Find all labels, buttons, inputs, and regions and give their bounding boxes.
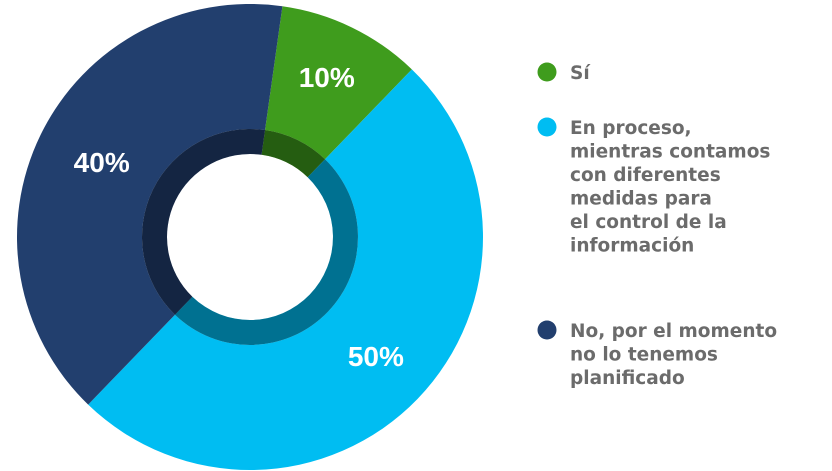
- legend-marker: [537, 62, 557, 82]
- legend-marker: [537, 117, 557, 137]
- donut-inner-shade: [174, 159, 358, 345]
- donut-segment: [16, 4, 283, 405]
- donut-segment: [265, 6, 412, 160]
- donut-inner-band: [261, 130, 326, 178]
- value-label: 40%: [74, 147, 130, 178]
- donut-segment: [88, 69, 484, 470]
- value-label: 10%: [299, 62, 355, 93]
- donut-inner-band: [142, 129, 266, 315]
- donut-inner-shade: [261, 130, 326, 178]
- legend-marker: [537, 320, 557, 340]
- donut-inner-shade: [142, 129, 266, 315]
- legend-label: Sí: [570, 63, 591, 84]
- legend-label: No, por el momento no lo tenemos planifica…: [570, 321, 777, 389]
- donut-inner-band: [174, 159, 358, 345]
- legend-label: En proceso, mientras contamos con diferent…: [570, 118, 770, 257]
- value-label: 50%: [348, 341, 404, 372]
